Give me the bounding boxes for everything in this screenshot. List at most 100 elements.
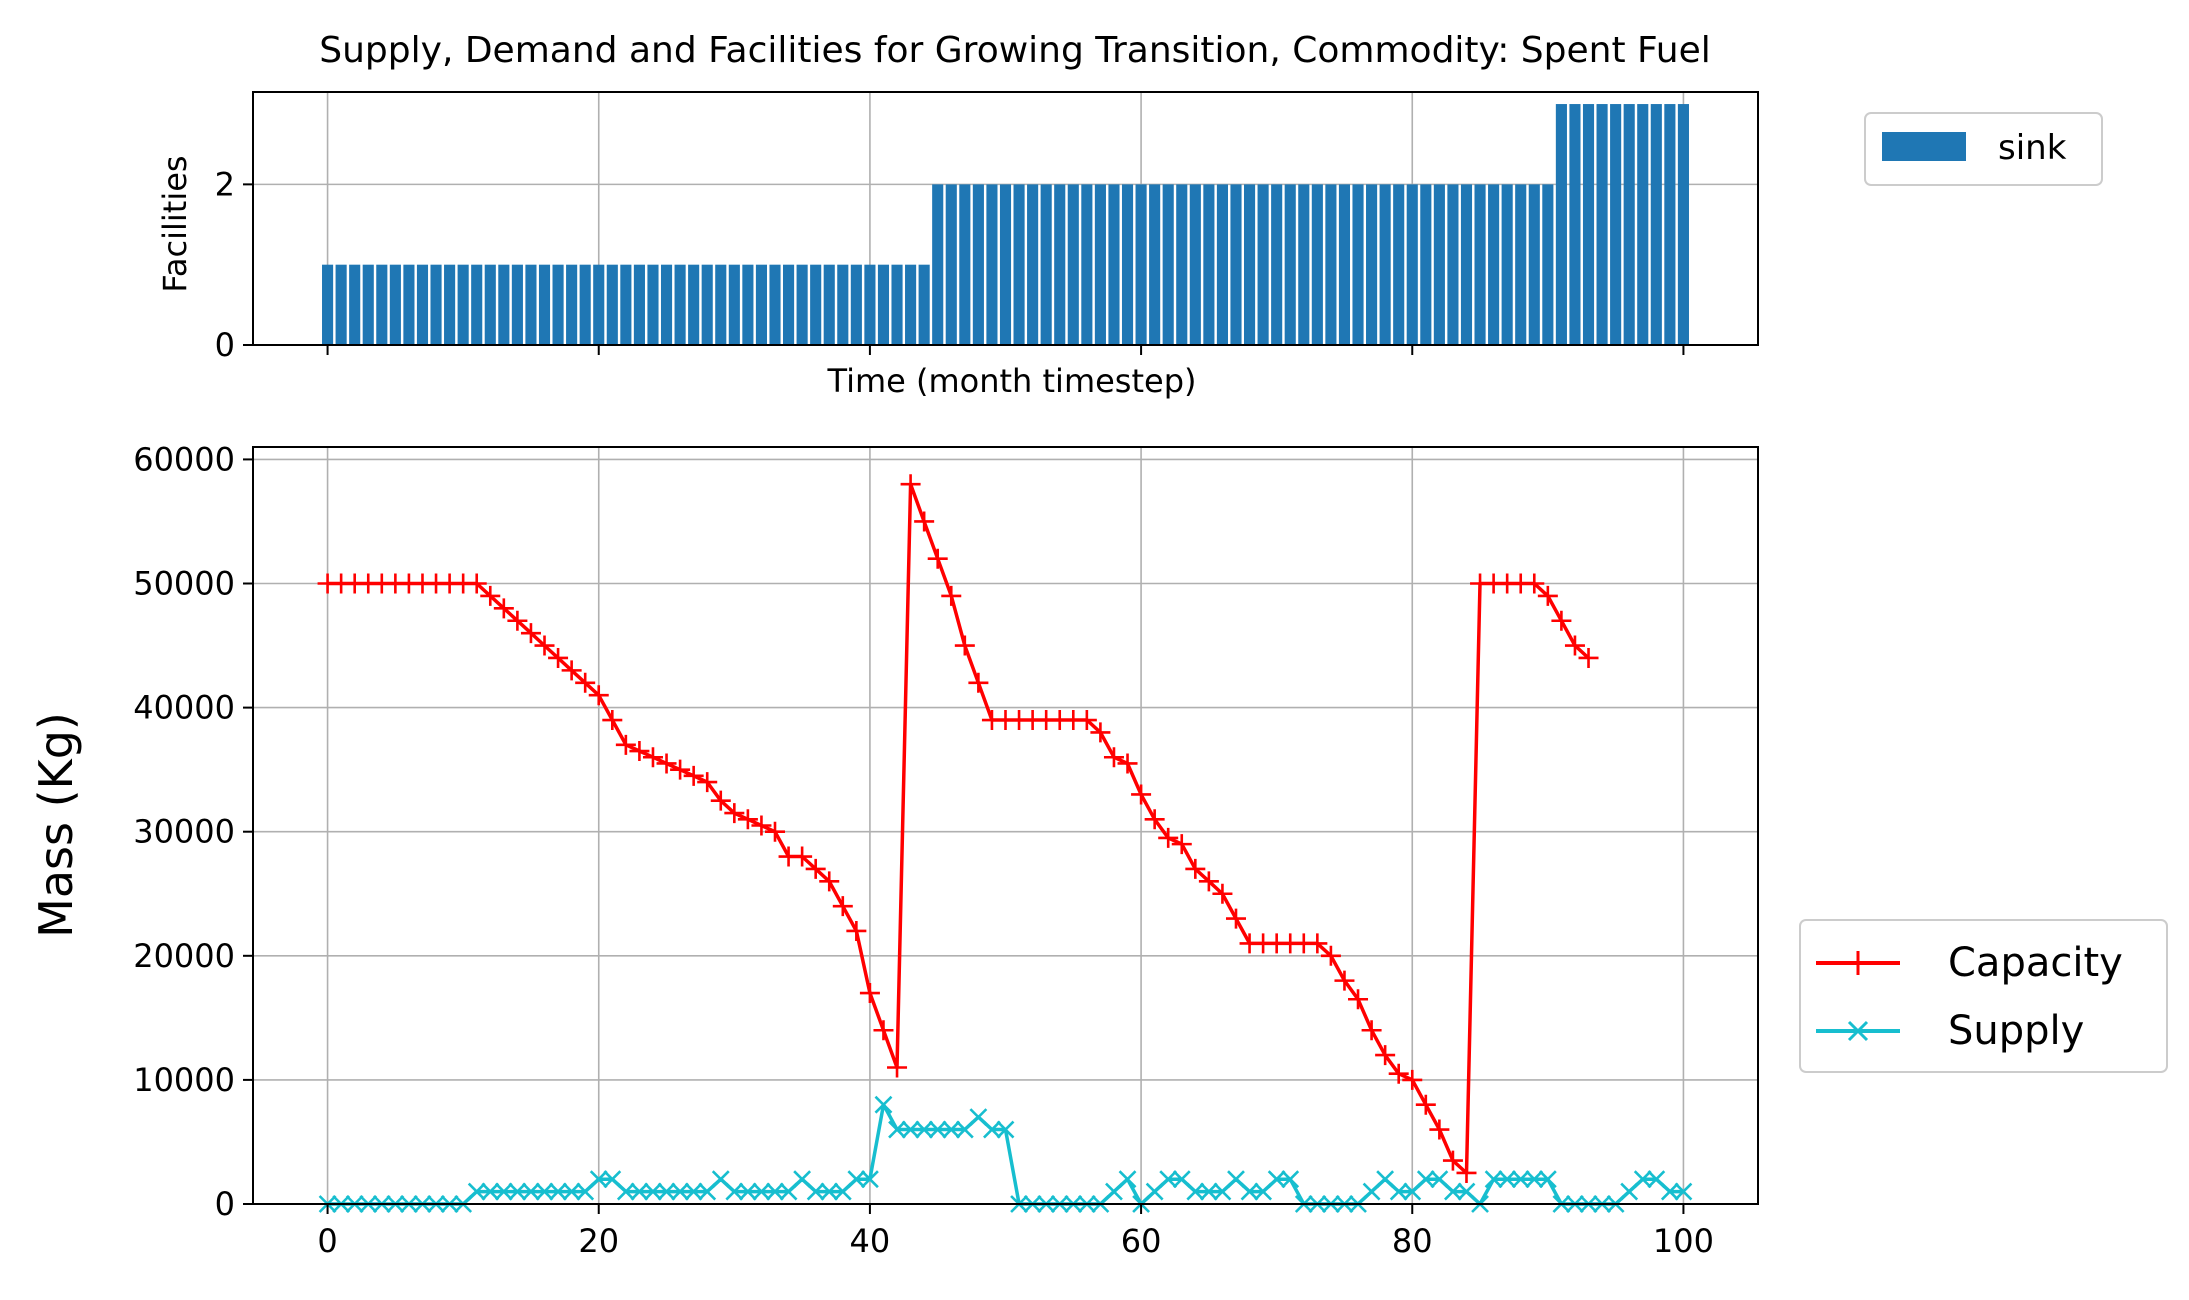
series-point-capacity [1415, 1094, 1436, 1115]
series-point-capacity [1537, 585, 1558, 606]
facilities-bar [1216, 184, 1228, 345]
series-point-capacity [1375, 1045, 1396, 1066]
series-point-capacity [561, 660, 582, 681]
facilities-bar [660, 264, 673, 345]
facilities-ytick-label: 0 [215, 326, 235, 364]
series-point-supply [684, 1182, 703, 1201]
series-point-capacity [615, 734, 636, 755]
series-point-supply [1416, 1170, 1435, 1189]
mass-panel: 0 20 40 60 80 100 0 10000 20000 30000 40000 50000 60… [29, 440, 1759, 1260]
facilities-bar [1149, 184, 1161, 345]
series-point-capacity [1171, 834, 1192, 855]
facilities-bar [932, 184, 944, 345]
series-point-capacity [1429, 1119, 1450, 1140]
mass-ytick-label: 50000 [133, 565, 235, 603]
facilities-bar [905, 264, 917, 345]
facilities-bar [1311, 184, 1323, 345]
series-point-capacity [1320, 945, 1341, 966]
facilities-bar [362, 264, 374, 345]
facilities-bar [620, 264, 632, 345]
facilities-bar [1271, 184, 1283, 345]
facilities-bar [1610, 104, 1622, 345]
facilities-bar [1406, 184, 1418, 345]
series-point-supply [562, 1182, 581, 1201]
series-point-supply [630, 1182, 649, 1201]
series-point-supply [1118, 1170, 1137, 1189]
series-point-capacity [1442, 1150, 1463, 1171]
facilities-bar [1284, 184, 1296, 345]
series-point-supply [1199, 1182, 1218, 1201]
facilities-panel: 02 Facilities Time (month timestep) [156, 91, 1759, 400]
mass-ytick-label: 10000 [133, 1061, 235, 1099]
facilities-bars [322, 104, 1689, 345]
facilities-bar [484, 264, 496, 345]
series-point-capacity [1348, 989, 1369, 1010]
facilities-ticks: 02 [215, 165, 1685, 364]
facilities-bar [1569, 104, 1581, 345]
facilities-bar [1420, 184, 1432, 345]
facilities-bar [538, 264, 551, 345]
series-point-supply [860, 1170, 879, 1189]
series-point-capacity [1076, 710, 1097, 731]
mass-ytick-label: 20000 [133, 937, 235, 975]
series-point-supply [1525, 1170, 1544, 1189]
facilities-bar [593, 264, 605, 345]
facilities-bar [837, 264, 849, 345]
facilities-bar [810, 264, 822, 345]
facilities-bar [403, 264, 415, 345]
series-point-capacity [629, 741, 650, 762]
series-point-capacity [697, 772, 718, 793]
mass-ytick-label: 0 [215, 1185, 235, 1223]
facilities-bar [1447, 184, 1459, 345]
facilities-bar [1176, 184, 1188, 345]
facilities-bar [742, 264, 754, 345]
facilities-bar [959, 184, 971, 345]
series-point-capacity [1402, 1069, 1423, 1090]
series-point-capacity [1185, 858, 1206, 879]
series-point-capacity [1564, 635, 1585, 656]
facilities-bar [1637, 104, 1649, 345]
facilities-bar [525, 264, 537, 345]
series-point-capacity [575, 672, 596, 693]
series-point-supply [1633, 1170, 1652, 1189]
facilities-xlabel: Time (month timestep) [827, 362, 1197, 400]
facilities-bar [1555, 104, 1567, 345]
series-point-supply [996, 1120, 1015, 1139]
series-point-capacity [1103, 747, 1124, 768]
series-point-capacity [765, 821, 786, 842]
series-point-capacity [670, 759, 691, 780]
legend-sink-label: sink [1998, 128, 2067, 168]
facilities-bar [728, 264, 740, 345]
series-point-capacity [1131, 784, 1152, 805]
facilities-bar [511, 264, 523, 345]
mass-legend: Capacity Supply [1799, 919, 2168, 1073]
facilities-bar [349, 264, 361, 345]
series-point-supply [725, 1182, 744, 1201]
legend-sink-swatch [1882, 132, 1966, 161]
facilities-bar [1230, 184, 1242, 345]
legend-supply-marker [1847, 1020, 1869, 1042]
facilities-bar [796, 264, 808, 345]
series-point-capacity [1361, 1020, 1382, 1041]
series-point-capacity [968, 672, 989, 693]
series-point-capacity [520, 623, 541, 644]
facilities-bar [715, 264, 727, 345]
facilities-bar [1013, 184, 1025, 345]
series-point-capacity [642, 747, 663, 768]
series-point-capacity [927, 548, 948, 569]
facilities-bar [1582, 104, 1595, 345]
series-point-capacity [548, 647, 569, 668]
facilities-bar [1393, 184, 1405, 345]
series-point-capacity [1307, 933, 1328, 954]
facilities-bar [647, 264, 659, 345]
series-point-supply [1538, 1170, 1557, 1189]
facilities-bar [579, 264, 591, 345]
facilities-bar [864, 264, 876, 345]
series-point-supply [942, 1120, 961, 1139]
facilities-bar [850, 264, 862, 345]
series-point-capacity [1212, 883, 1233, 904]
facilities-bar [1189, 184, 1201, 345]
facilities-bar [1664, 104, 1676, 345]
series-point-capacity [1551, 610, 1572, 631]
facilities-bar [918, 264, 930, 345]
